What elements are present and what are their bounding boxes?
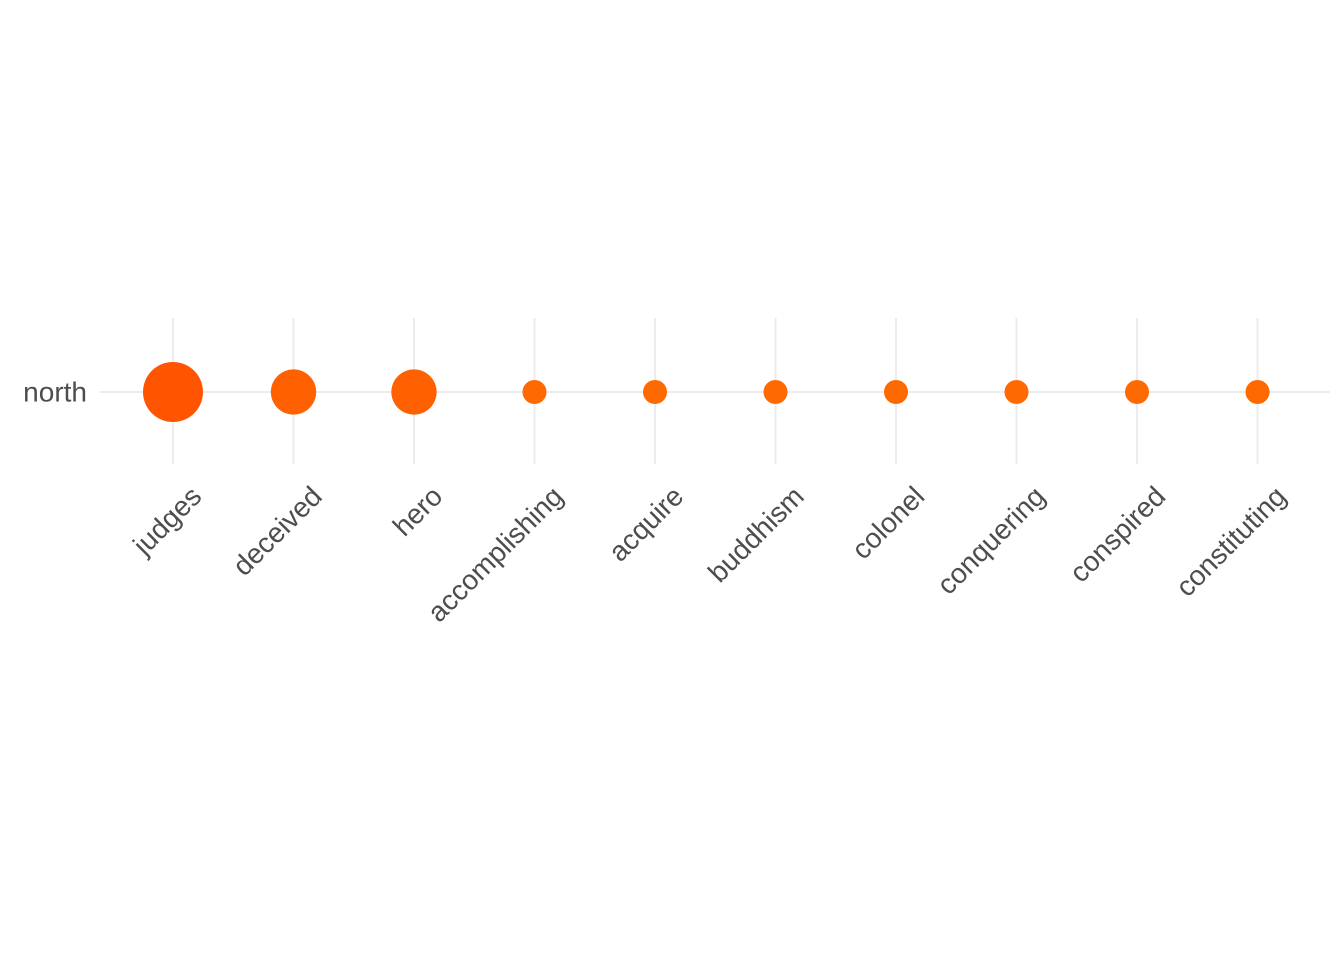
x-tick-label: conspired	[1064, 480, 1172, 588]
data-point-acquire	[643, 380, 667, 404]
x-tick-label: judges	[126, 480, 207, 561]
data-point-conquering	[1004, 380, 1029, 404]
data-point-buddhism	[763, 380, 788, 404]
x-tick-label: colonel	[846, 480, 931, 565]
x-tick-label: conquering	[931, 480, 1051, 600]
data-point-judges	[143, 362, 203, 422]
data-point-accomplishing	[522, 380, 547, 404]
y-tick-label: north	[23, 377, 87, 408]
x-tick-label: deceived	[227, 480, 328, 581]
data-point-hero	[391, 369, 437, 415]
data-points	[143, 362, 1270, 422]
x-tick-label: buddhism	[702, 480, 810, 588]
x-tick-label: hero	[387, 480, 449, 542]
data-point-constituting	[1245, 380, 1270, 404]
x-tick-label: acquire	[603, 480, 690, 567]
data-point-colonel	[884, 380, 908, 404]
y-axis-tick-labels: north	[23, 377, 87, 408]
data-point-deceived	[270, 369, 317, 415]
data-point-conspired	[1125, 380, 1149, 404]
x-tick-label: constituting	[1170, 480, 1292, 602]
